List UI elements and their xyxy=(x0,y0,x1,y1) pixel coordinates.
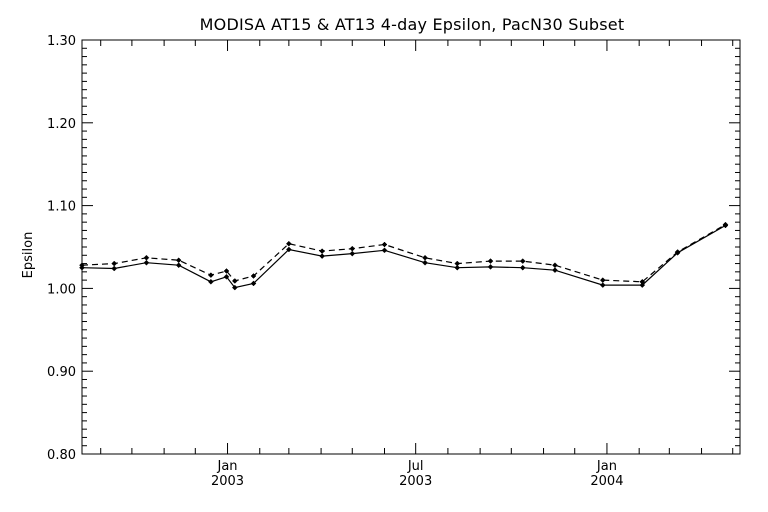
data-point-marker xyxy=(381,241,388,248)
data-point-marker xyxy=(250,280,257,287)
y-tick-label: 0.90 xyxy=(47,365,76,380)
data-point-marker xyxy=(381,247,388,254)
data-point-marker xyxy=(349,250,356,257)
plot-frame xyxy=(81,39,741,455)
x-tick-label-year: 2003 xyxy=(211,474,244,489)
data-point-marker xyxy=(319,253,325,259)
data-point-marker xyxy=(454,260,461,267)
data-point-marker xyxy=(223,273,230,280)
data-point-marker xyxy=(519,258,526,264)
y-tick-label: 1.30 xyxy=(47,34,76,49)
data-point-marker xyxy=(552,262,558,269)
chart-title: MODISA AT15 & AT13 4-day Epsilon, PacN30… xyxy=(200,15,625,34)
data-point-marker xyxy=(111,260,118,267)
x-tick-label: Jul xyxy=(407,459,424,474)
data-point-marker xyxy=(79,262,85,269)
data-point-marker xyxy=(319,248,325,254)
data-point-marker xyxy=(143,254,150,261)
data-point-marker xyxy=(599,282,606,288)
y-tick-label: 1.10 xyxy=(47,200,76,215)
y-axis-label: Epsilon xyxy=(21,232,36,279)
x-tick-label-year: 2004 xyxy=(590,474,623,489)
axis-ticks: 0.800.901.001.101.201.30Jan2003Jul2003Ja… xyxy=(47,34,740,489)
data-point-marker xyxy=(231,278,238,284)
data-point-marker xyxy=(250,273,257,279)
dashed-series-line xyxy=(81,224,726,283)
data-point-marker xyxy=(223,268,230,274)
y-tick-label: 1.00 xyxy=(47,282,76,297)
data-point-marker xyxy=(722,221,729,228)
data-point-marker xyxy=(111,265,118,272)
data-point-marker xyxy=(519,264,526,271)
x-tick-label: Jan xyxy=(217,459,238,474)
data-point-marker xyxy=(487,258,494,264)
data-point-marker xyxy=(208,272,214,279)
data-point-marker xyxy=(639,278,646,285)
x-tick-label: Jan xyxy=(596,459,617,474)
data-point-marker xyxy=(422,259,428,266)
data-point-marker xyxy=(143,259,150,266)
data-point-marker xyxy=(286,246,292,253)
series-group xyxy=(79,221,729,291)
data-point-marker xyxy=(422,254,428,261)
x-tick-label-year: 2003 xyxy=(399,474,432,489)
solid-series-line xyxy=(81,224,726,289)
data-point-marker xyxy=(599,277,606,283)
y-tick-label: 1.20 xyxy=(47,117,76,132)
data-point-marker xyxy=(208,278,214,285)
data-point-marker xyxy=(487,264,494,270)
data-point-marker xyxy=(454,264,461,271)
data-point-marker xyxy=(231,284,238,291)
y-tick-label: 0.80 xyxy=(47,448,76,463)
data-point-marker xyxy=(349,245,356,252)
data-point-marker xyxy=(286,240,292,247)
data-point-marker xyxy=(674,249,681,255)
data-point-marker xyxy=(552,267,558,274)
data-point-marker xyxy=(175,257,182,264)
data-point-marker xyxy=(175,262,182,269)
